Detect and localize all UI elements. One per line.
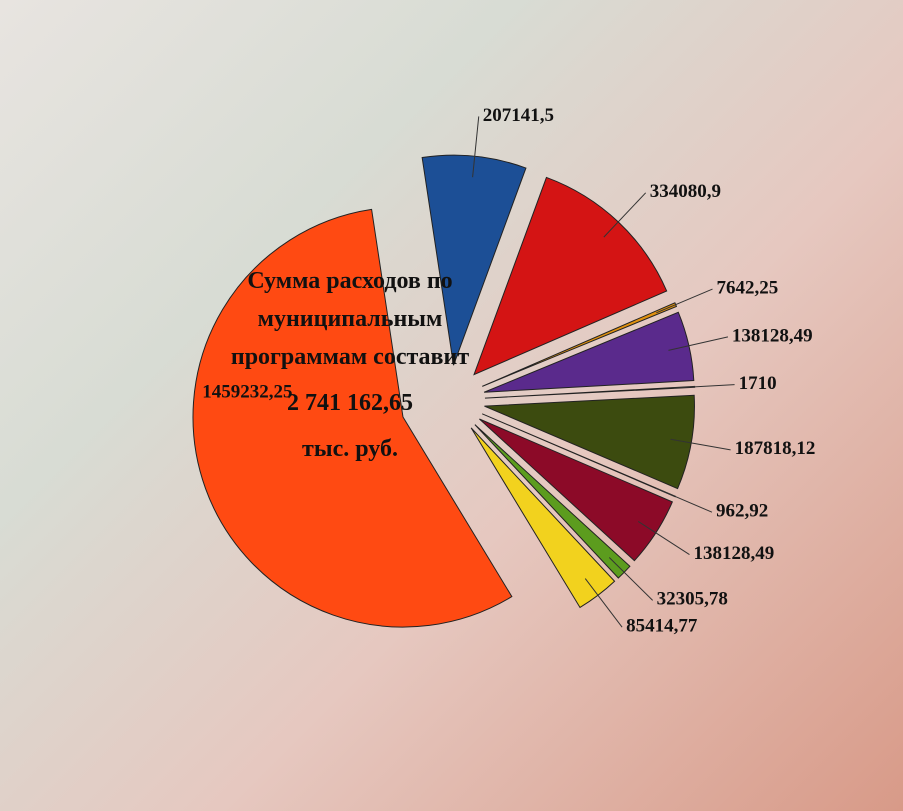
data-label: 138128,49 <box>732 325 813 346</box>
leader-line <box>608 557 654 601</box>
data-label: 85414,77 <box>626 616 698 637</box>
data-label: 7642,25 <box>717 277 779 298</box>
leader-line <box>668 336 729 351</box>
leader-line <box>637 521 690 555</box>
data-label: 334080,9 <box>650 181 721 202</box>
data-label: 138128,49 <box>693 543 774 564</box>
leader-line <box>472 116 480 178</box>
leader-line <box>655 487 713 513</box>
pie-slice <box>192 208 513 628</box>
data-label: 207141,5 <box>483 105 554 126</box>
leader-line <box>584 578 623 628</box>
total-unit: тыс. руб. <box>302 436 398 462</box>
data-label: 962,92 <box>716 501 768 522</box>
leader-line <box>673 384 735 389</box>
data-label: 1710 <box>739 373 777 394</box>
leader-line <box>656 288 713 314</box>
data-label: 1459232,25 <box>202 381 292 402</box>
leader-line <box>603 192 647 238</box>
chart-title: Сумма расходов по муниципальным программ… <box>230 268 470 370</box>
data-label: 32305,78 <box>657 589 728 610</box>
leader-line <box>670 438 731 451</box>
center-text: Сумма расходов по муниципальным программ… <box>195 262 505 468</box>
data-label: 187818,12 <box>735 438 816 459</box>
total-value: 2 741 162,65 <box>287 390 413 416</box>
